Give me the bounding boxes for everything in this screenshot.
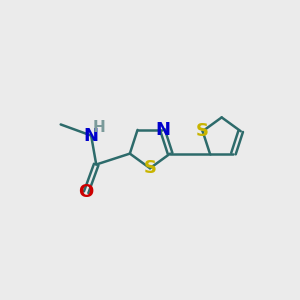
Text: N: N (84, 127, 99, 145)
Text: N: N (155, 121, 170, 139)
Text: S: S (143, 159, 157, 177)
Text: H: H (93, 120, 106, 135)
Text: S: S (196, 122, 209, 140)
Text: O: O (79, 183, 94, 201)
